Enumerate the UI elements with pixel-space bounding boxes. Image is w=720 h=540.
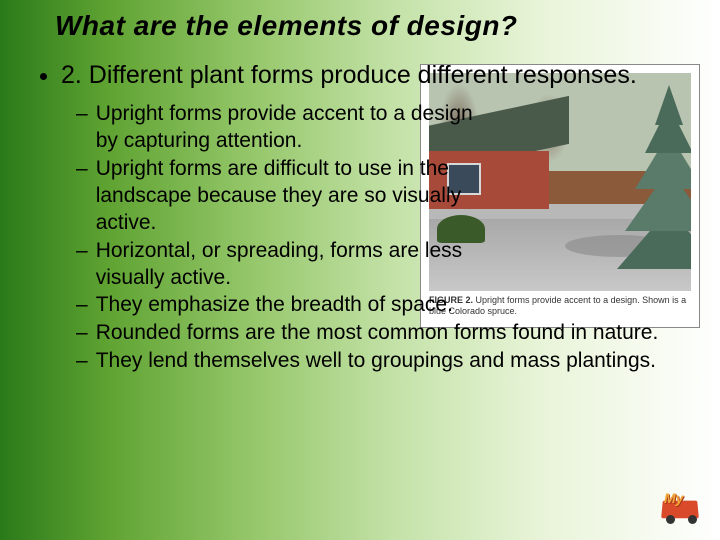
slide-container: What are the elements of design? FIGURE …	[0, 0, 720, 540]
bullet-dot-icon	[40, 73, 47, 80]
sub-bullet: – Rounded forms are the most common form…	[76, 320, 692, 347]
cart-icon: My	[656, 490, 704, 526]
dash-icon: –	[76, 101, 88, 128]
dash-icon: –	[76, 292, 88, 319]
sub-bullet: – They lend themselves well to groupings…	[76, 348, 692, 375]
sub-bullet: – Upright forms are difficult to use in …	[76, 156, 692, 237]
sub-bullet-text: Horizontal, or spreading, forms are less…	[96, 238, 491, 292]
dash-icon: –	[76, 320, 88, 347]
sub-bullet-text: They emphasize the breadth of space.	[96, 292, 457, 319]
dash-icon: –	[76, 348, 88, 375]
sub-bullet-text: Upright forms are difficult to use in th…	[96, 156, 491, 237]
slide-title: What are the elements of design?	[55, 10, 692, 42]
logo-text: My	[664, 490, 683, 506]
sub-bullet-list: – Upright forms provide accent to a desi…	[76, 101, 692, 375]
dash-icon: –	[76, 238, 88, 265]
content: 2. Different plant forms produce differe…	[40, 60, 692, 375]
sub-bullet-text: They lend themselves well to groupings a…	[96, 348, 660, 375]
sub-bullet: – Upright forms provide accent to a desi…	[76, 101, 692, 155]
main-bullet: 2. Different plant forms produce differe…	[40, 60, 692, 91]
sub-bullet: – Horizontal, or spreading, forms are le…	[76, 238, 692, 292]
sub-bullet: – They emphasize the breadth of space.	[76, 292, 692, 319]
dash-icon: –	[76, 156, 88, 183]
sub-bullet-text: Rounded forms are the most common forms …	[96, 320, 663, 347]
main-bullet-text: 2. Different plant forms produce differe…	[61, 60, 637, 91]
sub-bullet-text: Upright forms provide accent to a design…	[96, 101, 491, 155]
logo-badge: My	[656, 490, 710, 534]
